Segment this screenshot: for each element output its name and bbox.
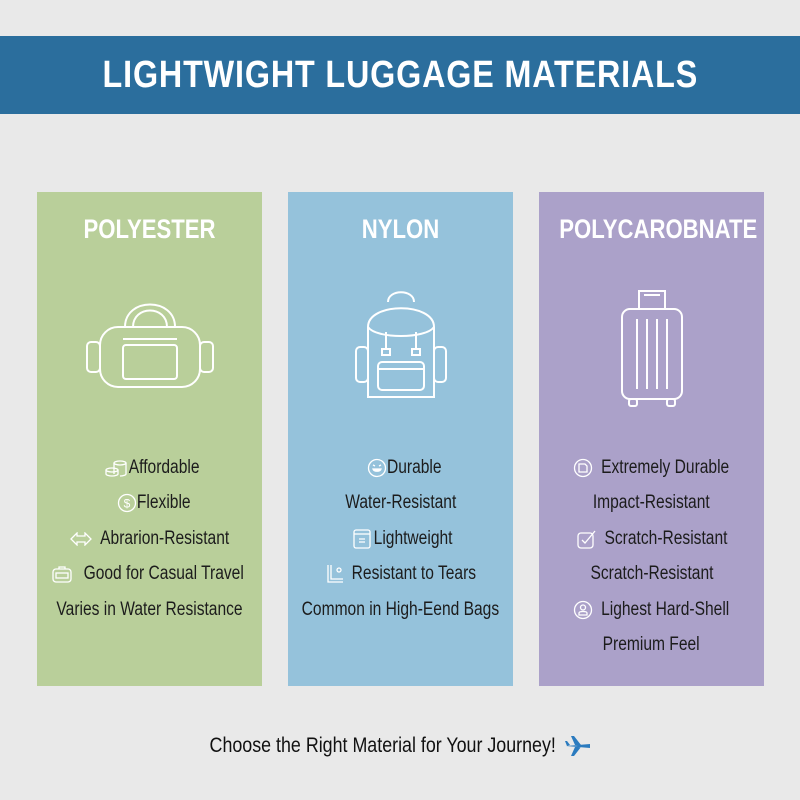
- feature-item: Premium Feel: [603, 634, 700, 656]
- document-icon: [353, 529, 372, 549]
- card-polycarbonate: POLYCAROBNATE Extremely Durable Impact-R…: [539, 192, 764, 686]
- feature-item: $ Flexible: [37, 486, 262, 522]
- feature-item: Lightweight: [288, 521, 513, 557]
- card-title: POLYCAROBNATE: [559, 214, 758, 244]
- footer-text: Choose the Right Material for Your Journ…: [209, 734, 557, 757]
- corner-icon: [326, 565, 343, 583]
- backpack-icon: [354, 291, 447, 398]
- feature-item: Scratch-Resistant: [539, 521, 764, 557]
- feature-item: Water-Resistant: [344, 492, 457, 514]
- feature-item: Varies in Water Resistance: [56, 598, 243, 620]
- footer-tagline: Choose the Right Material for Your Journ…: [0, 734, 800, 758]
- feature-list: Durable Water-Resistant Lightweight Resi…: [288, 450, 513, 628]
- feature-list: Extremely Durable Impact-Resistant Scrat…: [539, 450, 764, 663]
- header-banner: LIGHTWIGHT LUGGAGE MATERIALS: [0, 36, 800, 114]
- ticket-icon: [52, 566, 72, 583]
- duffel-bag-icon: [85, 303, 214, 388]
- feature-list: Affordable $ Flexible Abrarion-Resistant …: [37, 450, 262, 628]
- feature-item: Affordable: [37, 450, 262, 486]
- person-circle-icon: [574, 600, 593, 619]
- edit-check-icon: [576, 530, 596, 549]
- feature-item: Resistant to Tears: [288, 557, 513, 593]
- shield-circle-icon: [574, 458, 593, 477]
- feature-item: Common in High-Eend Bags: [301, 598, 500, 620]
- suitcase-icon: [620, 290, 683, 407]
- double-arrow-icon: [69, 531, 92, 546]
- card-title: POLYESTER: [83, 214, 216, 244]
- dollar-circle-icon: $: [117, 494, 136, 513]
- page-title: LIGHTWIGHT LUGGAGE MATERIALS: [102, 53, 698, 96]
- feature-item: Extremely Durable: [539, 450, 764, 486]
- feature-item: Lighest Hard-Shell: [539, 592, 764, 628]
- feature-item: Durable: [288, 450, 513, 486]
- card-nylon: NYLON Durable Water-Resistant Lightweigh…: [288, 192, 513, 686]
- coins-icon: [105, 460, 128, 477]
- feature-item: Abrarion-Resistant: [37, 521, 262, 557]
- card-polyester: POLYESTER Affordable $ Flexible Abrarion-…: [37, 192, 262, 686]
- airplane-icon: [564, 736, 590, 756]
- svg-text:$: $: [123, 497, 130, 511]
- card-title: NYLON: [361, 214, 440, 244]
- feature-item: Good for Casual Travel: [37, 557, 262, 593]
- feature-item: Impact-Resistant: [593, 492, 710, 514]
- feature-item: Scratch-Resistant: [590, 563, 713, 585]
- smile-icon: [368, 458, 387, 477]
